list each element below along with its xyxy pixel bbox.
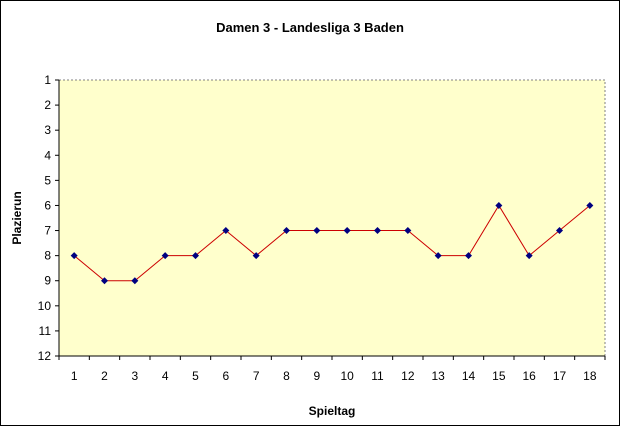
y-tick-label: 2: [44, 98, 51, 112]
plot-area: [58, 79, 606, 357]
x-tick-label: 1: [71, 369, 78, 383]
x-tick-label: 13: [431, 369, 445, 383]
x-tick-label: 10: [340, 369, 354, 383]
data-point-marker: [434, 252, 442, 260]
x-tick-label: 14: [462, 369, 476, 383]
y-tick-label: 8: [44, 249, 51, 263]
y-tick-label: 9: [44, 274, 51, 288]
data-point-marker: [222, 227, 230, 235]
data-point-marker: [374, 227, 381, 235]
y-axis-label: Plazierun: [10, 191, 24, 244]
data-point-marker: [283, 227, 290, 235]
x-tick-label: 11: [371, 369, 384, 383]
y-tick-label: 12: [38, 349, 52, 363]
x-tick-label: 2: [101, 369, 108, 383]
x-tick-label: 4: [162, 369, 169, 383]
data-point-marker: [252, 252, 260, 260]
data-point-marker: [404, 227, 412, 235]
y-tick-label: 7: [44, 224, 51, 238]
y-tick-label: 6: [44, 198, 51, 212]
data-point-marker: [465, 252, 472, 260]
y-tick-label: 11: [39, 324, 52, 338]
data-point-marker: [131, 277, 139, 285]
x-tick-label: 6: [222, 369, 229, 383]
x-tick-label: 7: [253, 369, 260, 383]
x-tick-label: 18: [583, 369, 597, 383]
data-point-marker: [313, 227, 321, 235]
data-point-marker: [586, 201, 594, 209]
y-tick-label: 1: [44, 73, 51, 87]
data-point-marker: [556, 227, 563, 235]
y-tick-label: 3: [44, 123, 51, 137]
series-layer: [70, 201, 594, 285]
x-tick-label: 12: [401, 369, 415, 383]
x-tick-label: 3: [131, 369, 138, 383]
data-point-marker: [525, 252, 533, 260]
y-tick-label: 5: [44, 173, 51, 187]
data-point-marker: [495, 201, 503, 209]
x-tick-label: 5: [192, 369, 199, 383]
y-tick-label: 4: [44, 148, 51, 162]
y-tick-label: 10: [38, 299, 52, 313]
x-tick-label: 17: [553, 369, 567, 383]
data-point-marker: [101, 277, 108, 285]
series-line: [73, 204, 591, 282]
x-ticks: 1 2 3 4 5 6 7 8 9 10 11 12 13 14 15 16 17 18: [58, 356, 606, 383]
x-axis-label: Spieltag: [309, 404, 356, 418]
data-point-marker: [161, 252, 169, 260]
x-tick-label: 8: [283, 369, 290, 383]
x-tick-label: 9: [313, 369, 320, 383]
data-point-marker: [192, 252, 199, 260]
data-point-marker: [70, 252, 78, 260]
x-tick-label: 15: [492, 369, 506, 383]
data-point-marker: [343, 227, 351, 235]
x-tick-label: 16: [522, 369, 536, 383]
chart-title: Damen 3 - Landesliga 3 Baden: [216, 20, 404, 35]
